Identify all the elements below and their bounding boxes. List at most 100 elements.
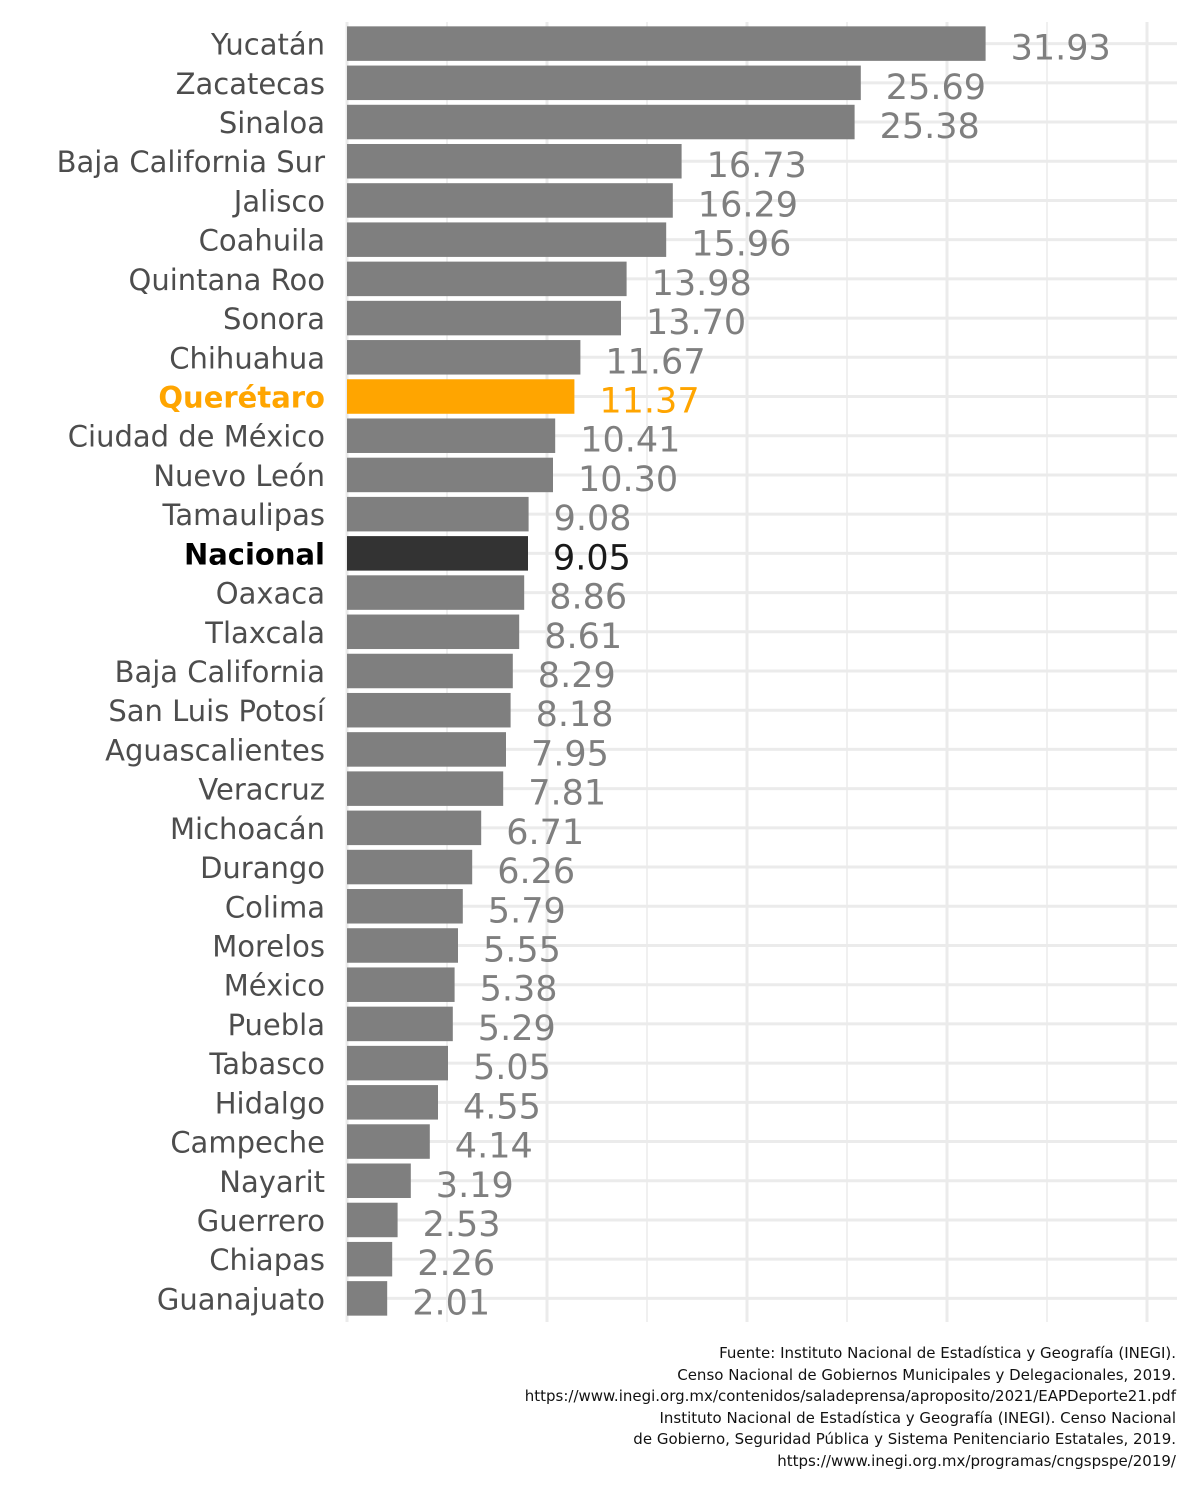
value-label: 16.73 [707, 146, 807, 186]
category-label: Colima [225, 890, 325, 924]
bar-san-luis-potos- [347, 692, 511, 728]
value-label: 11.67 [605, 342, 705, 382]
bar-veracruz [347, 771, 504, 806]
value-label: 7.95 [531, 734, 609, 774]
bar-coahuila [347, 222, 667, 257]
category-label: San Luis Potosí [108, 694, 326, 728]
value-label: 2.01 [412, 1283, 490, 1323]
bar-colima [347, 889, 463, 924]
category-label: Sonora [223, 302, 325, 336]
value-label: 9.08 [554, 499, 632, 539]
category-label: Nacional [184, 537, 325, 571]
bar-ciudad-de-m-xico [347, 418, 556, 453]
bar-nayarit [347, 1163, 411, 1199]
value-label: 5.05 [473, 1048, 551, 1088]
value-label: 25.38 [880, 107, 980, 147]
bar-chart: Yucatán Zacatecas Sinaloa Baja California S… [57, 22, 1177, 1324]
caption-line: Censo Nacional de Gobiernos Municipales … [677, 1365, 1176, 1384]
source-caption: Fuente: Instituto Nacional de Estadístic… [525, 1343, 1176, 1472]
bar-sonora [347, 300, 621, 336]
category-label: Guanajuato [157, 1282, 325, 1316]
value-label: 10.41 [580, 421, 680, 461]
bar-guanajuato [347, 1281, 388, 1316]
value-label: 5.38 [480, 970, 558, 1010]
value-label: 13.98 [652, 264, 752, 304]
category-label: Tabasco [208, 1047, 325, 1081]
value-label: 2.26 [417, 1244, 495, 1284]
bar-puebla [347, 1006, 453, 1042]
value-label: 11.37 [599, 382, 699, 422]
value-label: 8.61 [544, 617, 622, 657]
value-label: 4.14 [455, 1127, 533, 1167]
value-label: 6.26 [497, 852, 575, 892]
value-label: 8.29 [538, 656, 616, 696]
caption-line: Fuente: Instituto Nacional de Estadístic… [719, 1344, 1176, 1362]
bar-hidalgo [347, 1085, 438, 1120]
category-label: Campeche [170, 1126, 325, 1160]
category-label: Aguascalientes [105, 733, 325, 767]
category-label: Jalisco [232, 184, 325, 218]
value-label: 7.81 [528, 774, 606, 814]
category-label: Querétaro [158, 381, 325, 415]
value-label: 6.71 [506, 813, 584, 853]
category-label: Guerrero [197, 1204, 325, 1238]
category-label: Coahuila [199, 224, 325, 258]
bar-nuevo-le-n [347, 457, 553, 493]
value-label: 5.79 [488, 891, 566, 931]
value-label: 5.55 [483, 930, 561, 970]
value-label: 9.05 [553, 538, 631, 578]
value-label: 4.55 [463, 1087, 541, 1127]
bars [347, 26, 986, 1316]
bar-tabasco [347, 1045, 448, 1081]
value-label: 25.69 [886, 68, 986, 108]
bar-nacional [347, 536, 528, 571]
category-label: Ciudad de México [68, 420, 325, 454]
category-label: Morelos [212, 929, 325, 963]
bar-m-xico [347, 967, 455, 1002]
bar-guerrero [347, 1202, 398, 1238]
value-label: 2.53 [423, 1205, 501, 1245]
category-label: México [224, 969, 325, 1003]
bar-chihuahua [347, 340, 581, 375]
value-label: 16.29 [698, 185, 798, 225]
bar-yucat-n [347, 26, 986, 61]
bar-michoac-n [347, 810, 482, 846]
bar-morelos [347, 928, 458, 963]
category-label: Puebla [228, 1008, 325, 1042]
category-label: Tlaxcala [204, 616, 325, 650]
value-label: 13.70 [646, 303, 746, 343]
category-label: Sinaloa [219, 106, 325, 140]
value-label: 8.86 [549, 578, 627, 618]
caption-line: https://www.inegi.org.mx/contenidos/sala… [524, 1387, 1176, 1405]
bar-zacatecas [347, 65, 861, 101]
value-label: 5.29 [478, 1009, 556, 1049]
category-label: Zacatecas [176, 67, 325, 101]
value-label: 10.30 [578, 460, 678, 500]
category-label: Veracruz [198, 773, 325, 807]
bar-tlaxcala [347, 614, 520, 650]
category-labels: Yucatán Zacatecas Sinaloa Baja California S… [57, 28, 326, 1317]
bar-durango [347, 849, 473, 885]
category-label: Baja California Sur [57, 145, 325, 179]
value-label: 31.93 [1011, 29, 1111, 69]
caption-line: de Gobierno, Seguridad Pública y Sistema… [633, 1430, 1176, 1448]
category-label: Chiapas [209, 1243, 325, 1277]
bar-chiapas [347, 1241, 393, 1277]
category-label: Michoacán [170, 812, 325, 846]
bar-baja-california [347, 653, 513, 689]
value-label: 8.18 [536, 695, 614, 735]
bar-quer-taro [347, 379, 575, 414]
category-label: Hidalgo [215, 1086, 325, 1120]
bar-baja-california-sur [347, 143, 682, 179]
bar-jalisco [347, 183, 673, 218]
category-label: Baja California [115, 655, 325, 689]
category-label: Nuevo León [153, 459, 325, 493]
category-label: Tamaulipas [162, 498, 326, 532]
category-label: Yucatán [210, 28, 325, 62]
bar-oaxaca [347, 575, 525, 610]
bar-campeche [347, 1124, 430, 1159]
category-label: Quintana Roo [129, 263, 326, 297]
category-label: Oaxaca [216, 577, 325, 611]
caption-line: https://www.inegi.org.mx/programas/cngsp… [777, 1451, 1176, 1470]
